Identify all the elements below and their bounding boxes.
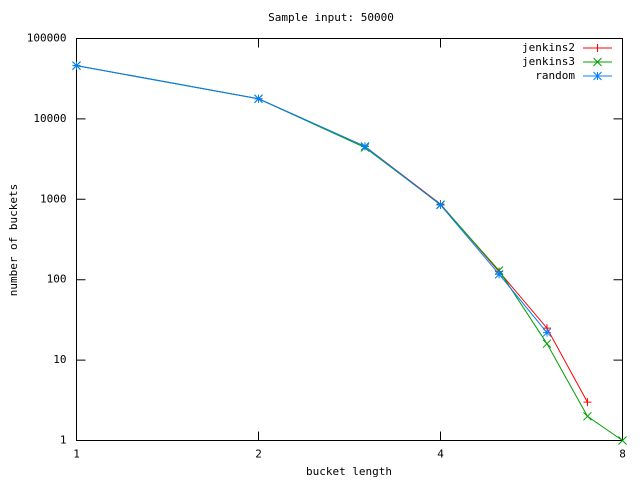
point-marker	[583, 398, 592, 407]
point-marker	[618, 436, 627, 445]
point-marker	[583, 411, 592, 421]
y-tick-label: 10	[53, 353, 66, 366]
plot-border	[76, 38, 623, 441]
series-line	[76, 65, 548, 333]
legend-swatch	[583, 57, 612, 67]
series-line	[76, 65, 623, 441]
point-marker	[72, 61, 81, 70]
legend-swatch	[583, 44, 612, 52]
y-tick-label: 1	[60, 434, 67, 447]
point-marker	[436, 200, 445, 210]
x-axis-label: bucket length	[306, 465, 392, 478]
point-marker	[542, 339, 552, 349]
x-tick-label: 1	[73, 448, 80, 461]
legend-label: random	[535, 69, 575, 82]
chart-title: Sample input: 50000	[268, 11, 394, 24]
x-tick-label: 4	[437, 448, 444, 461]
point-marker	[542, 328, 552, 337]
y-axis-label: number of buckets	[7, 184, 20, 297]
point-marker	[494, 269, 504, 279]
x-tick-label: 8	[619, 448, 626, 461]
y-tick-label: 1000	[40, 192, 67, 205]
y-tick-label: 100	[47, 273, 67, 286]
legend-label: jenkins2	[522, 41, 575, 54]
y-tick-label: 100000	[27, 32, 67, 45]
legend-label: jenkins3	[522, 55, 575, 68]
legend-swatch	[583, 71, 612, 81]
y-tick-label: 10000	[33, 112, 66, 125]
x-tick-label: 2	[255, 448, 262, 461]
point-marker	[360, 142, 370, 151]
series-line	[76, 65, 588, 403]
point-marker	[254, 94, 263, 104]
